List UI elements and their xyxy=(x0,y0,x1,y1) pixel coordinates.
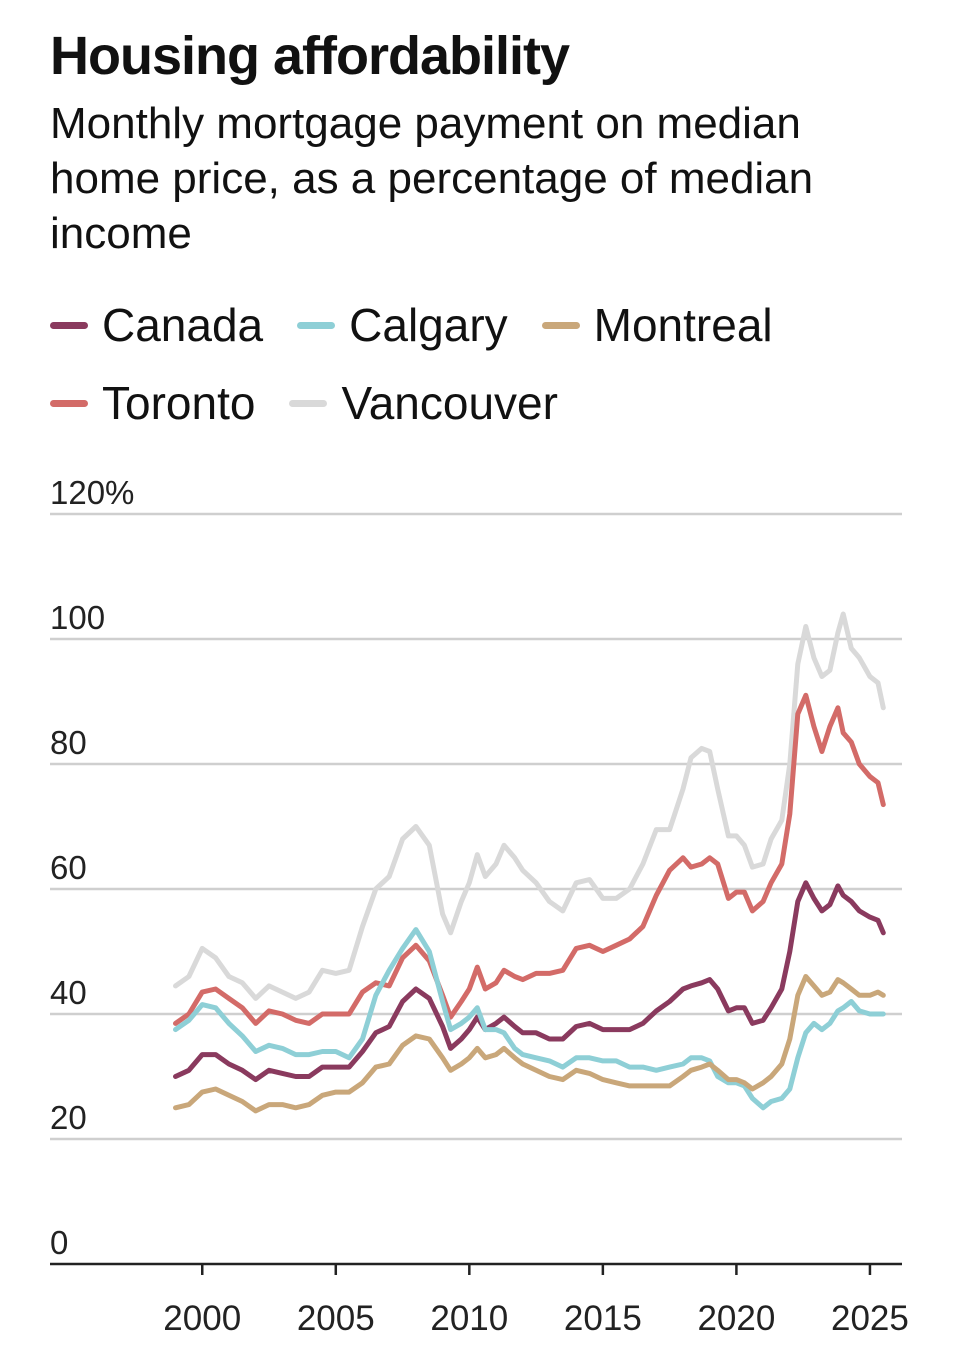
legend-label-calgary: Calgary xyxy=(349,299,508,351)
y-tick-label: 100 xyxy=(50,599,105,636)
x-tick-label: 2010 xyxy=(430,1299,508,1338)
line-chart: 0 20 40 60 80 100 120% 2000 2005 2010 2015 2020 202… xyxy=(50,474,909,1338)
legend-swatch-toronto xyxy=(50,399,88,407)
series-line-montreal xyxy=(173,974,886,1114)
x-axis: 2000 2005 2010 2015 2020 2025 xyxy=(50,1262,909,1338)
y-tick-label: 120% xyxy=(50,474,134,511)
series-line-vancouver xyxy=(173,611,886,1001)
legend-swatch-calgary xyxy=(297,321,336,329)
series-line-calgary xyxy=(173,927,886,1111)
x-tick-label: 2025 xyxy=(831,1299,909,1338)
chart-title: Housing affordability xyxy=(50,26,570,86)
y-tick-label: 80 xyxy=(50,724,87,761)
legend-item-calgary: Calgary xyxy=(297,296,508,354)
x-tick-label: 2020 xyxy=(697,1299,775,1338)
legend-row-2: Toronto Vancouver xyxy=(50,374,910,432)
x-tick-label: 2000 xyxy=(163,1299,241,1338)
chart-legend: Canada Calgary Montreal Toronto Vancouve… xyxy=(50,296,910,452)
legend-label-montreal: Montreal xyxy=(593,299,773,351)
series-line-canada xyxy=(173,880,886,1083)
legend-label-canada: Canada xyxy=(102,299,264,351)
series-lines xyxy=(173,611,886,1114)
legend-item-canada: Canada xyxy=(50,296,263,354)
y-tick-label: 0 xyxy=(50,1224,68,1261)
legend-item-toronto: Toronto xyxy=(50,374,255,432)
chart-subtitle: Monthly mortgage payment on median home … xyxy=(50,99,814,258)
legend-row-1: Canada Calgary Montreal xyxy=(50,296,910,354)
legend-swatch-canada xyxy=(50,321,88,329)
gridlines: 0 20 40 60 80 100 120% xyxy=(50,474,902,1261)
y-tick-label: 20 xyxy=(50,1099,87,1136)
series-line-toronto xyxy=(173,692,886,1026)
legend-item-montreal: Montreal xyxy=(541,296,773,354)
legend-item-vancouver: Vancouver xyxy=(289,374,558,432)
legend-swatch-montreal xyxy=(541,321,580,329)
x-tick-label: 2015 xyxy=(564,1299,642,1338)
y-tick-label: 40 xyxy=(50,974,87,1011)
legend-swatch-vancouver xyxy=(289,399,328,407)
legend-label-toronto: Toronto xyxy=(102,377,256,429)
legend-label-vancouver: Vancouver xyxy=(341,377,558,429)
x-tick-label: 2005 xyxy=(297,1299,375,1338)
y-tick-label: 60 xyxy=(50,849,87,886)
